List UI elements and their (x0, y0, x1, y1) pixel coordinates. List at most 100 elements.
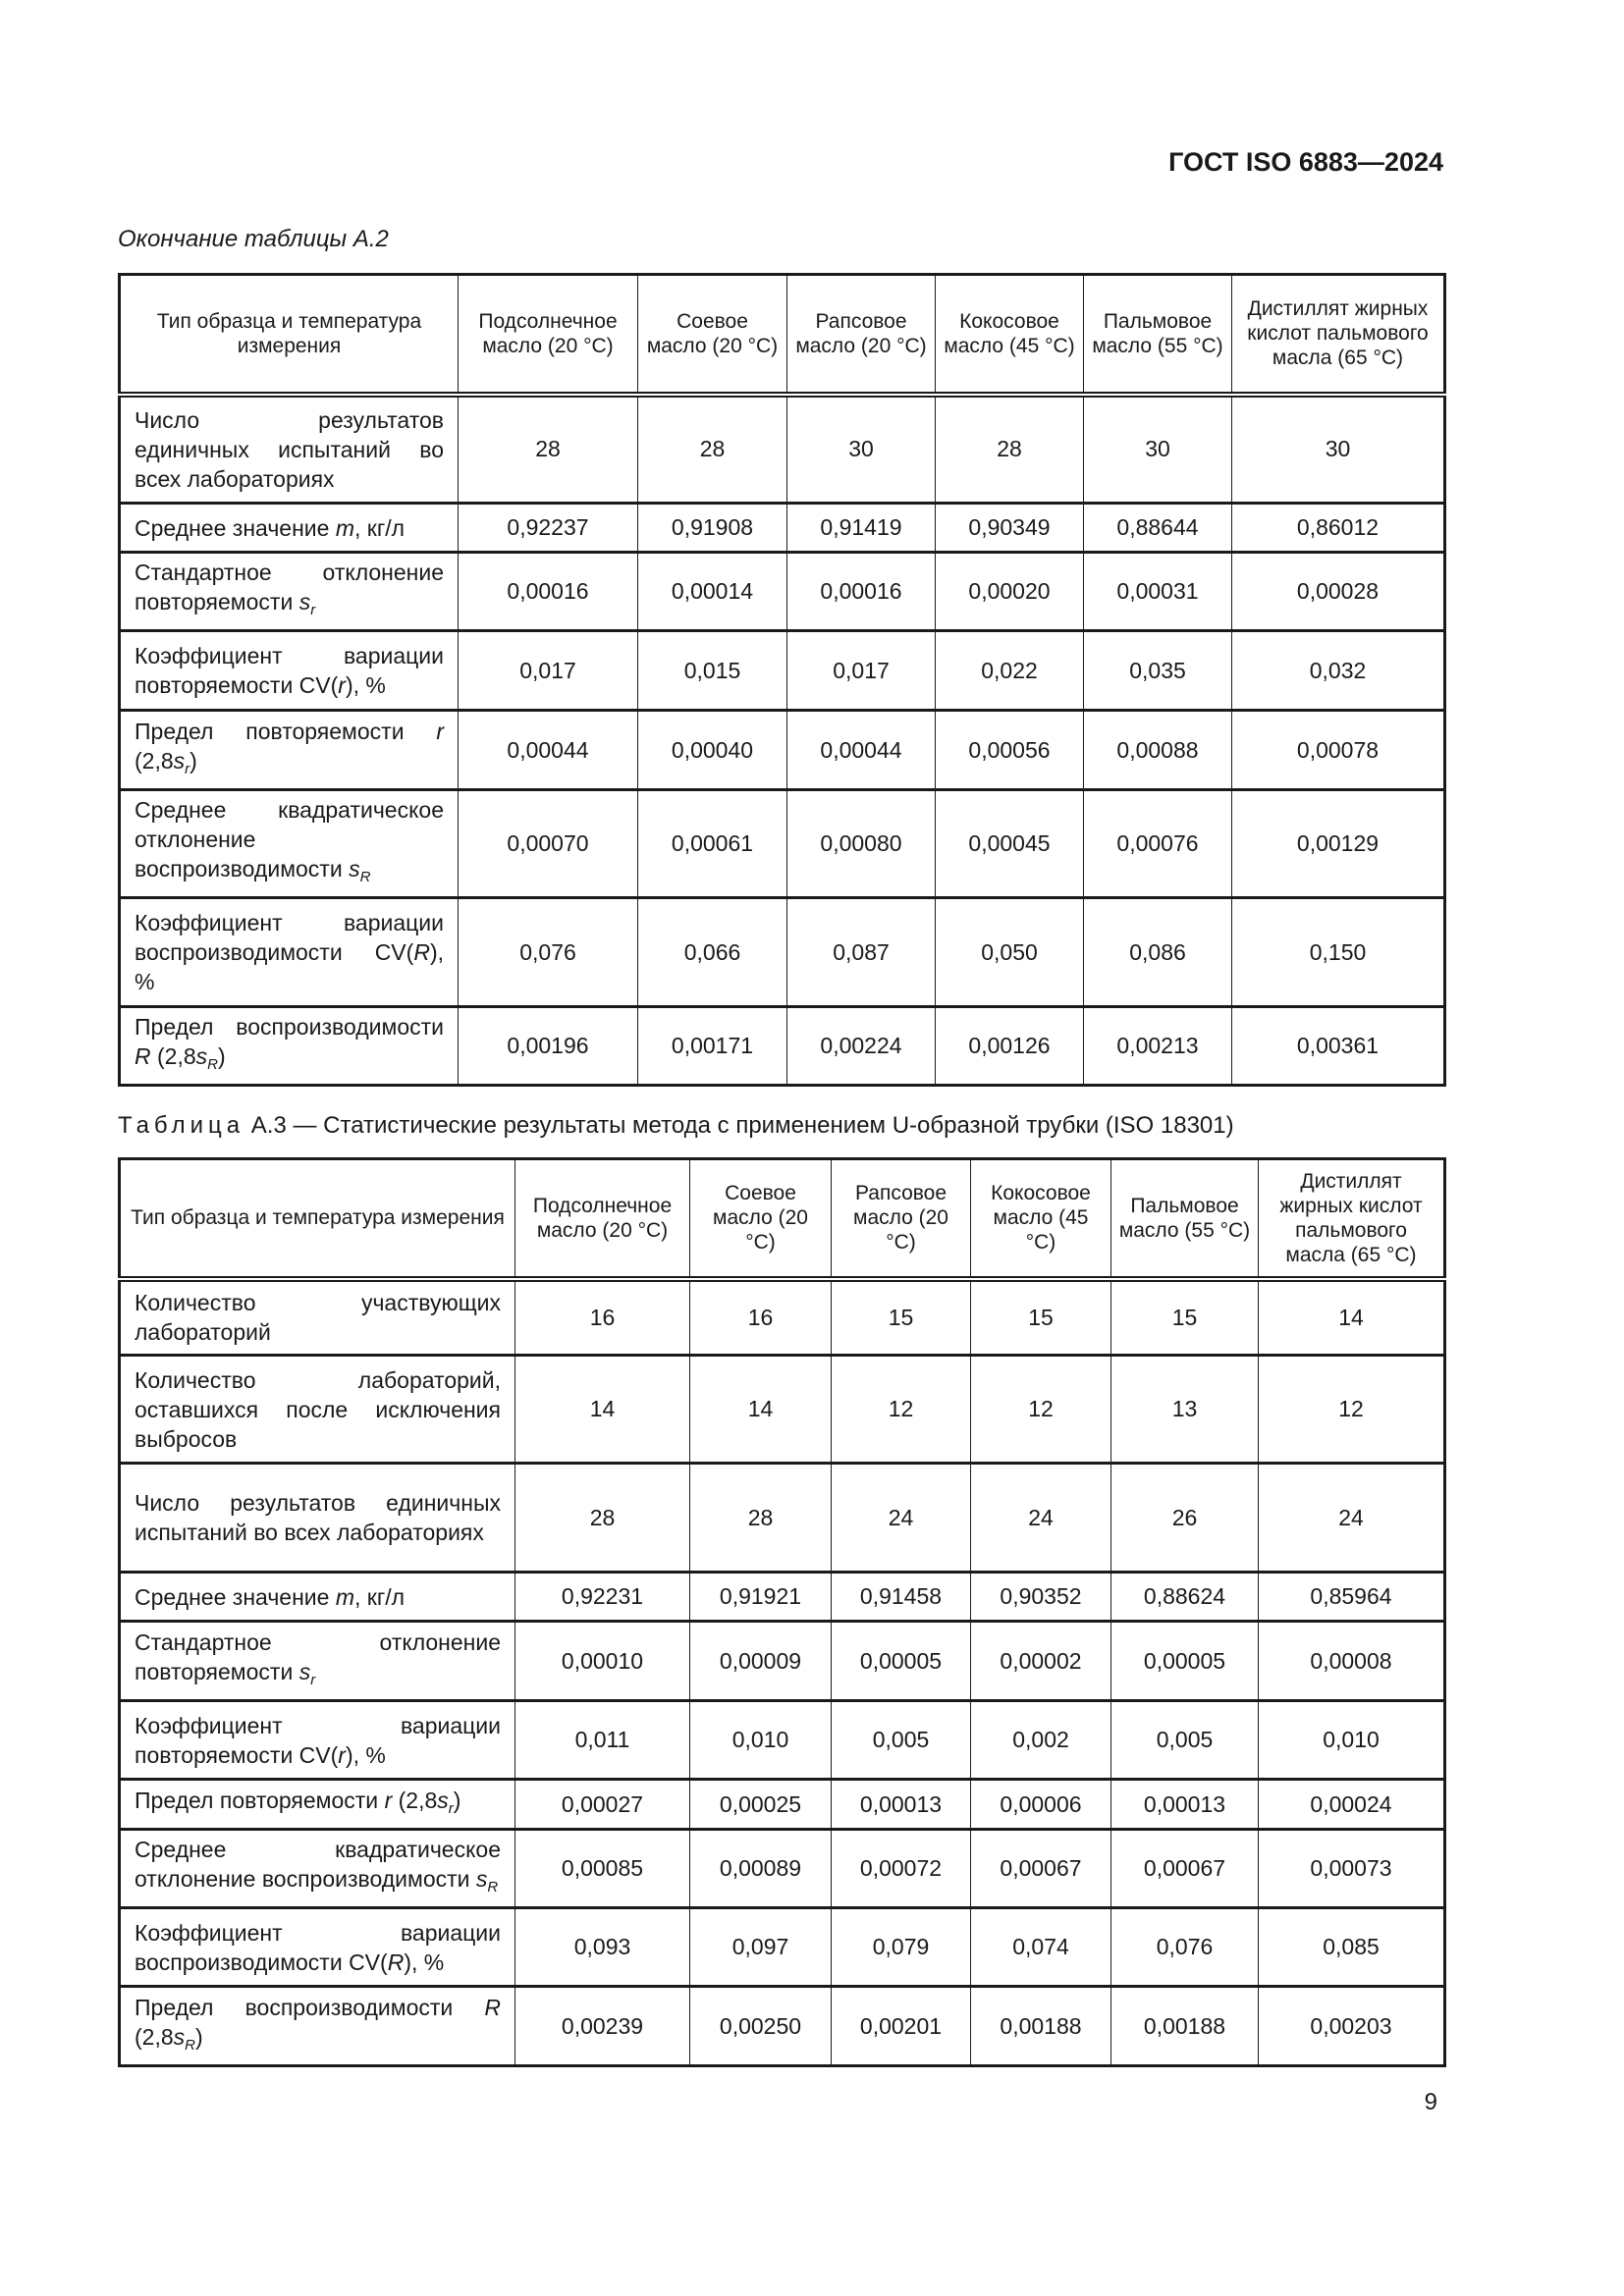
value-cell: 0,00188 (1110, 1985, 1259, 2067)
label-segment: Среднее значение (135, 514, 336, 541)
value-cell: 28 (458, 393, 638, 505)
label-segment: Предел воспроизводимости (135, 1994, 485, 2020)
value-cell: 0,00171 (637, 1005, 787, 1087)
column-header: Дистиллят жирных кислот пальмового масла… (1258, 1157, 1445, 1282)
value-cell: 0,00072 (831, 1828, 971, 1909)
table-row: Среднее квадратическое отклонение воспро… (119, 1828, 1445, 1909)
column-header: Рапсовое масло (20 °С) (786, 273, 936, 398)
row-label: Предел повторяемости r (2,8sr) (119, 709, 459, 791)
label-segment: Коэффициент вариации повторяемости CV( (135, 643, 444, 698)
label-segment: s (173, 2023, 186, 2050)
label-segment: r (310, 1671, 316, 1688)
row-label: Предел воспроизводимости R (2,8sR) (119, 1985, 515, 2067)
table-row: Предел повторяемости r (2,8sr) 0,00027 0,0… (119, 1778, 1445, 1831)
header-row: Тип образца и температура измерения Подсо… (119, 273, 1445, 398)
value-cell: 14 (514, 1354, 690, 1465)
value-cell: 0,00188 (970, 1985, 1111, 2067)
column-header: Рапсовое масло (20 °С) (831, 1157, 971, 1282)
value-cell: 0,097 (689, 1906, 832, 1988)
label-segment: ), % (345, 1741, 386, 1768)
value-cell: 0,017 (458, 629, 638, 712)
value-cell: 0,00005 (831, 1620, 971, 1702)
label-segment: r (185, 760, 190, 777)
value-cell: 0,00002 (970, 1620, 1111, 1702)
table-row: Число результатов единичных испытаний во… (119, 393, 1445, 505)
row-label: Стандартное отклонение повторяемости sr (119, 551, 459, 632)
label-segment: ) (194, 2023, 203, 2050)
value-cell: 0,00250 (689, 1985, 832, 2067)
label-segment: m (335, 514, 354, 541)
table-row: Среднее квадратическое отклонение воспро… (119, 788, 1445, 899)
table-row: Среднее значение m, кг/л 0,92237 0,91908 0,… (119, 502, 1445, 554)
value-cell: 0,085 (1258, 1906, 1445, 1988)
value-cell: 0,00089 (689, 1828, 832, 1909)
value-cell: 0,00076 (1083, 788, 1232, 899)
label-segment: (2,8 (135, 2023, 174, 2050)
value-cell: 0,00078 (1231, 709, 1445, 791)
value-cell: 0,087 (786, 896, 936, 1008)
value-cell: 0,050 (935, 896, 1084, 1008)
value-cell: 0,00061 (637, 788, 787, 899)
value-cell: 0,00203 (1258, 1985, 1445, 2067)
value-cell: 0,00008 (1258, 1620, 1445, 1702)
value-cell: 0,035 (1083, 629, 1232, 712)
label-segment: r (338, 672, 346, 698)
value-cell: 13 (1110, 1354, 1259, 1465)
value-cell: 0,91908 (637, 502, 787, 554)
table-row: Количество участвующих лабораторий 16 16 15… (119, 1277, 1445, 1357)
label-segment: R (135, 1043, 151, 1069)
row-label: Предел повторяемости r (2,8sr) (119, 1778, 515, 1831)
label-segment: R (387, 1949, 405, 1975)
label-segment: ), % (404, 1949, 445, 1975)
value-cell: 0,076 (458, 896, 638, 1008)
label-segment: s (195, 1043, 208, 1069)
value-cell: 0,00010 (514, 1620, 690, 1702)
value-cell: 0,00080 (786, 788, 936, 899)
label-segment: R (207, 1056, 218, 1073)
label-segment: Количество лабораторий, оставшихся после… (135, 1366, 501, 1452)
value-cell: 0,88624 (1110, 1571, 1259, 1623)
label-segment: Среднее квадратическое отклонение воспро… (135, 1837, 501, 1892)
label-segment: r (338, 1741, 346, 1768)
value-cell: 0,00073 (1258, 1828, 1445, 1909)
value-cell: 24 (970, 1462, 1111, 1574)
column-header: Кокосовое масло (45 °С) (970, 1157, 1111, 1282)
value-cell: 0,00088 (1083, 709, 1232, 791)
value-cell: 0,079 (831, 1906, 971, 1988)
label-segment: (2,8 (392, 1787, 438, 1813)
label-segment: r (436, 718, 444, 744)
label-segment: s (349, 856, 360, 881)
value-cell: 14 (1258, 1277, 1445, 1357)
value-cell: 12 (1258, 1354, 1445, 1465)
value-cell: 0,90349 (935, 502, 1084, 554)
value-cell: 26 (1110, 1462, 1259, 1574)
label-segment: Число результатов единичных испытаний во… (135, 1490, 501, 1545)
value-cell: 0,150 (1231, 896, 1445, 1008)
value-cell: 30 (786, 393, 936, 505)
label-segment: ), % (345, 672, 386, 698)
value-cell: 0,010 (689, 1699, 832, 1781)
value-cell: 28 (514, 1462, 690, 1574)
label-segment: ) (218, 1043, 226, 1069)
table-row: Коэффициент вариации воспроизводимости C… (119, 1906, 1445, 1988)
value-cell: 0,00031 (1083, 551, 1232, 632)
value-cell: 0,00085 (514, 1828, 690, 1909)
table-row: Стандартное отклонение повторяемости sr 0… (119, 1620, 1445, 1702)
label-segment: ) (453, 1787, 461, 1813)
row-label: Число результатов единичных испытаний во… (119, 393, 459, 505)
label-segment: s (173, 747, 186, 774)
label-segment: r (384, 1787, 393, 1813)
label-segment: (2,8 (135, 747, 174, 774)
value-cell: 14 (689, 1354, 832, 1465)
value-cell: 0,00016 (786, 551, 936, 632)
value-cell: 0,022 (935, 629, 1084, 712)
column-header: Подсолнечное масло (20 °С) (458, 273, 638, 398)
value-cell: 30 (1083, 393, 1232, 505)
row-label: Среднее квадратическое отклонение воспро… (119, 788, 459, 899)
table-row: Предел воспроизводимости R (2,8sR) 0,0023… (119, 1985, 1445, 2067)
table-row: Предел воспроизводимости R (2,8sR) 0,0019… (119, 1005, 1445, 1087)
label-segment: Число результатов единичных испытаний во… (135, 406, 444, 492)
column-header: Пальмовое масло (55 °С) (1110, 1157, 1259, 1282)
value-cell: 12 (970, 1354, 1111, 1465)
column-header: Соевое масло (20 °С) (637, 273, 787, 398)
